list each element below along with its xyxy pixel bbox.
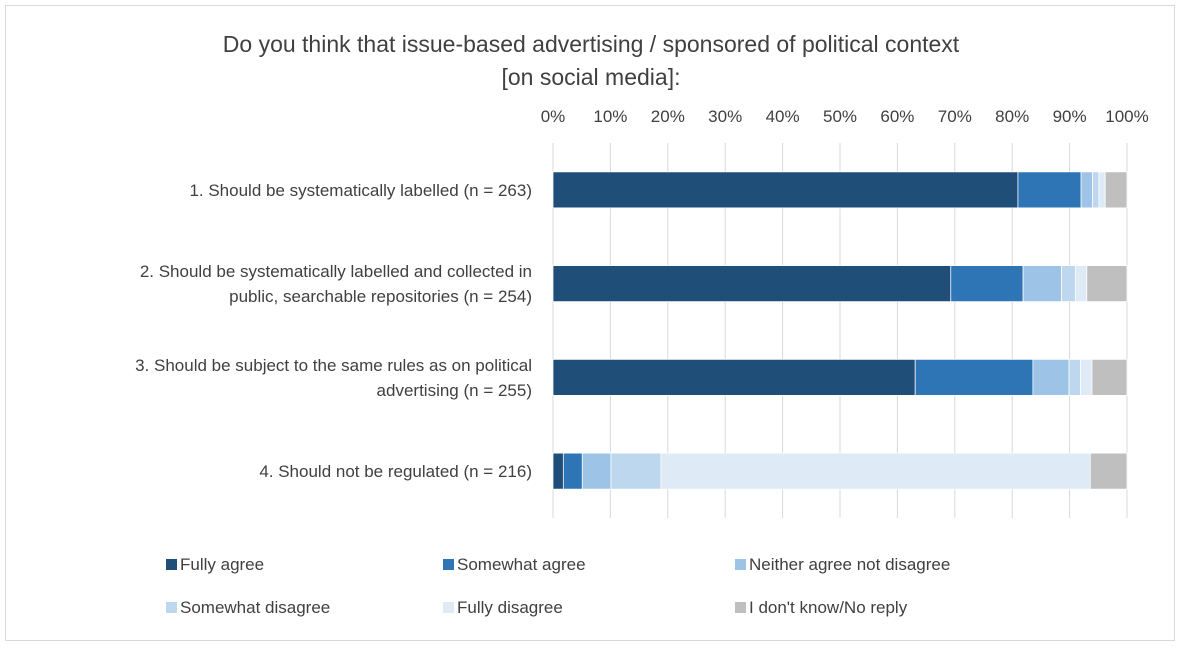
bar-segment — [1032, 359, 1070, 396]
x-tick-label: 10% — [593, 107, 627, 126]
x-tick-label: 60% — [880, 107, 914, 126]
legend-item: I don't know/No reply — [735, 598, 908, 617]
bar-segment — [552, 359, 916, 396]
category-label: 1. Should be systematically labelled (n … — [189, 181, 532, 200]
category-label: advertising (n = 255) — [377, 381, 532, 400]
legend-label: I don't know/No reply — [749, 598, 908, 617]
legend-item: Fully disagree — [443, 598, 563, 617]
bar-segment — [552, 265, 952, 302]
legend-swatch — [166, 602, 177, 613]
x-tick-label: 0% — [541, 107, 566, 126]
x-tick-label: 30% — [708, 107, 742, 126]
category-label: public, searchable repositories (n = 254… — [229, 287, 532, 306]
bar-segment — [950, 265, 1024, 302]
chart-frame: Do you think that issue-based advertisin… — [5, 5, 1175, 641]
bar-segment — [1086, 265, 1128, 302]
bar-segment — [1098, 171, 1106, 209]
x-tick-label: 40% — [766, 107, 800, 126]
bar-segment — [1092, 171, 1100, 209]
chart-svg: Do you think that issue-based advertisin… — [135, 31, 1149, 617]
x-tick-label: 90% — [1053, 107, 1087, 126]
x-tick-label: 100% — [1105, 107, 1148, 126]
legend-item: Somewhat agree — [443, 555, 586, 574]
x-tick-label: 50% — [823, 107, 857, 126]
legend-swatch — [443, 559, 454, 570]
x-tick-label: 70% — [938, 107, 972, 126]
bar-segment — [1061, 265, 1076, 302]
bar-segment — [562, 452, 583, 490]
legend-swatch — [443, 602, 454, 613]
bar-segment — [1089, 452, 1128, 490]
x-tick-labels: 0% 10% 20% 30% 40% 50% 60% 70% 80% 90% 100% — [541, 107, 1149, 126]
legend-item: Somewhat disagree — [166, 598, 330, 617]
bar-segment — [914, 359, 1034, 396]
category-labels: 1. Should be systematically labelled (n … — [135, 181, 532, 481]
bar-segment — [610, 452, 662, 490]
legend-swatch — [735, 602, 746, 613]
legend-swatch — [735, 559, 746, 570]
bar-segment — [1074, 265, 1088, 302]
category-label: 4. Should not be regulated (n = 216) — [259, 462, 532, 481]
category-label: 2. Should be systematically labelled and… — [140, 262, 532, 281]
bars — [552, 171, 1128, 490]
chart-title-line-2: [on social media]: — [502, 64, 681, 90]
bar-segment — [581, 452, 612, 490]
bar-segment — [1017, 171, 1082, 209]
chart-title: Do you think that issue-based advertisin… — [223, 31, 960, 90]
bar-segment — [1022, 265, 1062, 302]
chart-title-line-1: Do you think that issue-based advertisin… — [223, 31, 960, 57]
bar-segment — [1104, 171, 1128, 209]
category-label: 3. Should be subject to the same rules a… — [135, 356, 532, 375]
legend-swatch — [166, 559, 177, 570]
legend-label: Neither agree not disagree — [749, 555, 950, 574]
bar-segment — [552, 171, 1019, 209]
legend-item: Fully agree — [166, 555, 264, 574]
bar-segment — [1080, 359, 1093, 396]
legend-item: Neither agree not disagree — [735, 555, 950, 574]
bar-segment — [1068, 359, 1081, 396]
legend: Fully agree Somewhat agree Neither agree n… — [166, 555, 950, 617]
legend-label: Somewhat agree — [457, 555, 586, 574]
bar-segment — [1091, 359, 1128, 396]
legend-label: Fully disagree — [457, 598, 563, 617]
legend-label: Somewhat disagree — [180, 598, 330, 617]
bar-segment — [552, 452, 564, 490]
bar-segment — [660, 452, 1091, 490]
bar-segment — [1080, 171, 1093, 209]
legend-label: Fully agree — [180, 555, 264, 574]
x-tick-label: 20% — [651, 107, 685, 126]
x-tick-label: 80% — [995, 107, 1029, 126]
